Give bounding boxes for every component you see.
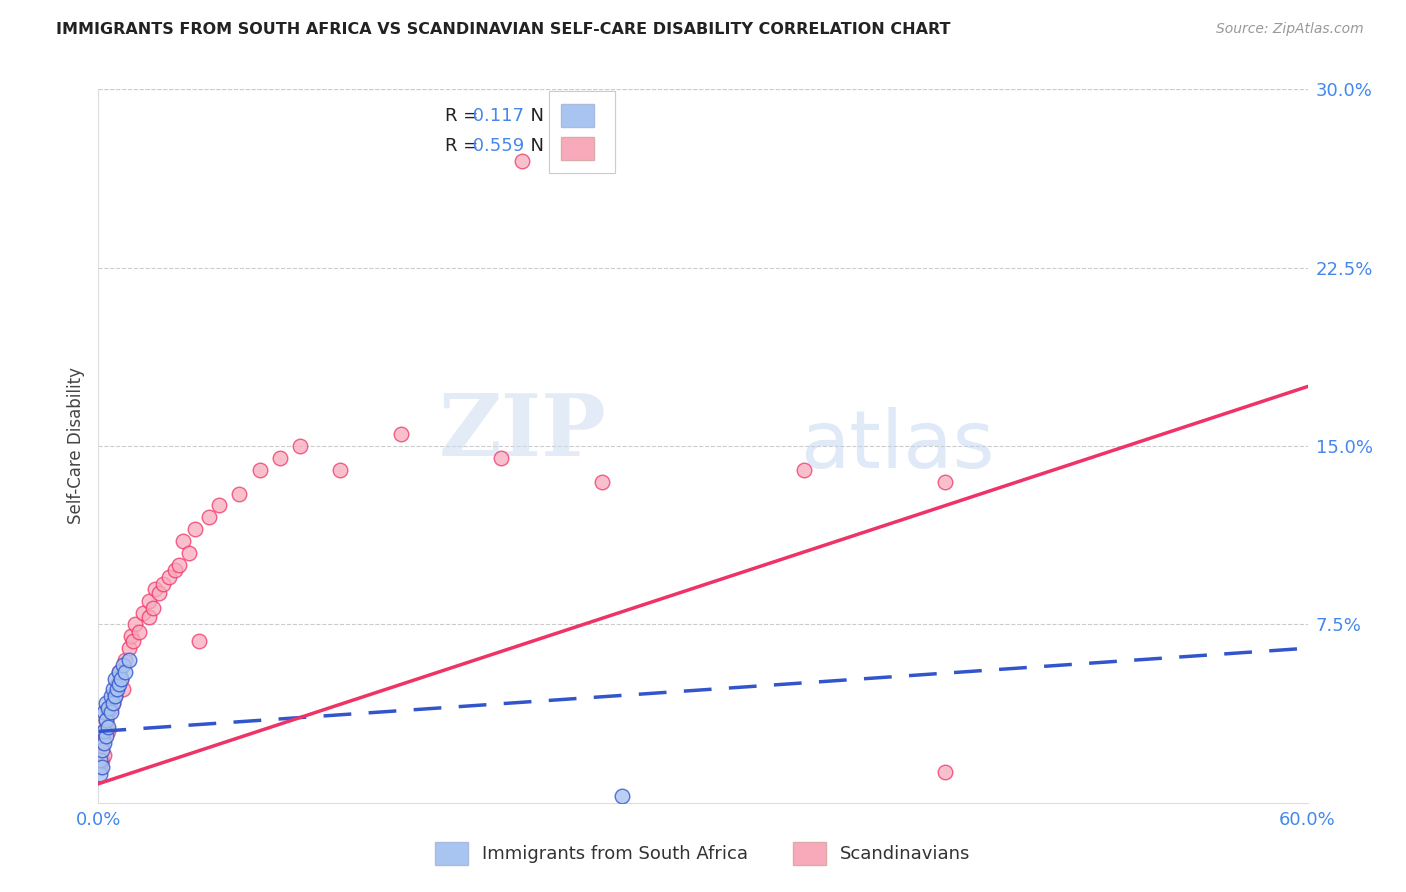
Point	[172, 534, 194, 549]
Point	[93, 748, 115, 763]
Point	[91, 743, 114, 757]
Text: 0.117: 0.117	[467, 107, 524, 125]
Point	[118, 641, 141, 656]
Point	[208, 499, 231, 513]
Point	[96, 729, 118, 743]
Point	[96, 696, 118, 710]
Text: 48: 48	[553, 137, 575, 155]
Point	[89, 748, 111, 763]
Point	[163, 563, 186, 577]
Point	[93, 706, 115, 720]
Point	[934, 764, 956, 779]
Point	[93, 724, 115, 739]
Legend: Immigrants from South Africa, Scandinavians: Immigrants from South Africa, Scandinavi…	[426, 833, 980, 874]
Point	[132, 606, 155, 620]
Point	[89, 760, 111, 774]
Point	[110, 672, 132, 686]
Point	[228, 486, 250, 500]
Point	[97, 724, 120, 739]
Point	[97, 706, 120, 720]
Point	[100, 706, 122, 720]
Point	[591, 475, 613, 489]
Point	[105, 677, 128, 691]
Point	[100, 700, 122, 714]
Point	[249, 463, 271, 477]
Point	[121, 634, 143, 648]
Legend: , : ,	[548, 91, 616, 173]
Text: 0.559: 0.559	[467, 137, 524, 155]
Point	[96, 713, 118, 727]
Point	[111, 657, 134, 672]
Point	[329, 463, 352, 477]
Point	[101, 681, 124, 696]
Point	[138, 593, 160, 607]
Text: atlas: atlas	[800, 407, 994, 485]
Point	[89, 753, 111, 767]
Text: 25: 25	[553, 107, 575, 125]
Point	[93, 724, 115, 739]
Point	[124, 617, 146, 632]
Point	[103, 672, 125, 686]
Point	[91, 736, 114, 750]
Point	[128, 624, 150, 639]
Point	[114, 665, 136, 679]
Point	[114, 653, 136, 667]
Text: Source: ZipAtlas.com: Source: ZipAtlas.com	[1216, 22, 1364, 37]
Text: R =: R =	[446, 107, 485, 125]
Point	[612, 789, 634, 803]
Text: N =: N =	[519, 107, 571, 125]
Point	[107, 665, 129, 679]
Point	[101, 696, 124, 710]
Point	[91, 753, 114, 767]
Point	[93, 736, 115, 750]
Point	[107, 665, 129, 679]
Point	[100, 689, 122, 703]
Point	[167, 558, 190, 572]
Point	[143, 582, 166, 596]
Text: IMMIGRANTS FROM SOUTH AFRICA VS SCANDINAVIAN SELF-CARE DISABILITY CORRELATION CH: IMMIGRANTS FROM SOUTH AFRICA VS SCANDINA…	[56, 22, 950, 37]
Point	[288, 439, 311, 453]
Point	[111, 681, 134, 696]
Point	[110, 672, 132, 686]
Point	[184, 522, 207, 536]
Text: N =: N =	[519, 137, 571, 155]
Text: R =: R =	[446, 137, 485, 155]
Point	[793, 463, 815, 477]
Point	[157, 570, 180, 584]
Point	[148, 586, 170, 600]
Y-axis label: Self-Care Disability: Self-Care Disability	[66, 368, 84, 524]
Point	[138, 610, 160, 624]
Point	[107, 677, 129, 691]
Point	[198, 510, 221, 524]
Point	[103, 689, 125, 703]
Point	[188, 634, 211, 648]
Text: ZIP: ZIP	[439, 390, 606, 474]
Point	[179, 546, 201, 560]
Point	[101, 696, 124, 710]
Point	[91, 760, 114, 774]
Point	[510, 153, 533, 168]
Point	[96, 713, 118, 727]
Point	[118, 653, 141, 667]
Point	[491, 450, 513, 465]
Point	[269, 450, 291, 465]
Point	[934, 475, 956, 489]
Point	[103, 689, 125, 703]
Point	[97, 700, 120, 714]
Point	[89, 767, 111, 781]
Point	[105, 681, 128, 696]
Point	[152, 577, 174, 591]
Point	[120, 629, 142, 643]
Point	[97, 720, 120, 734]
Point	[142, 600, 165, 615]
Point	[389, 427, 412, 442]
